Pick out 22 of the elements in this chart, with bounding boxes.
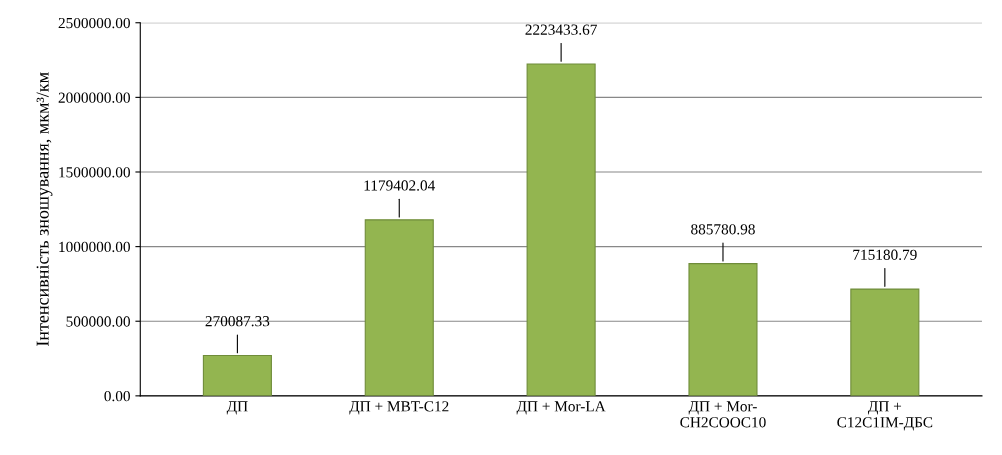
- data-label: 2223433.67: [525, 24, 597, 35]
- bar: [850, 288, 920, 396]
- y-tick-label: 500000.00: [66, 316, 130, 327]
- data-label: 885780.98: [691, 224, 755, 235]
- y-tick-label: 1000000.00: [59, 241, 130, 253]
- y-axis-title: Інтенсивність зношування, мкм³/км: [36, 72, 53, 347]
- bar: [364, 219, 434, 396]
- y-tick-label: 2500000.00: [58, 17, 130, 29]
- x-tick-label: ДП + MBT-C12: [349, 401, 449, 415]
- x-tick-label: ДП + C12C1IM-ДБС: [837, 401, 933, 431]
- data-label: 715180.79: [853, 249, 917, 260]
- bar: [526, 63, 596, 396]
- bar: [202, 354, 272, 396]
- bar: [688, 263, 758, 396]
- y-tick-label: 2000000.00: [58, 92, 130, 103]
- x-tick-label: ДП + Mor-LA: [516, 401, 606, 415]
- data-label: 270087.33: [205, 316, 270, 327]
- x-tick-label: ДП + Mor- CH2COOC10: [680, 401, 766, 428]
- data-label: 1179402.04: [364, 180, 436, 191]
- x-tick-label: ДП: [226, 401, 248, 415]
- y-tick-label: 1500000.00: [59, 167, 130, 178]
- y-tick-label: 0.00: [104, 390, 130, 402]
